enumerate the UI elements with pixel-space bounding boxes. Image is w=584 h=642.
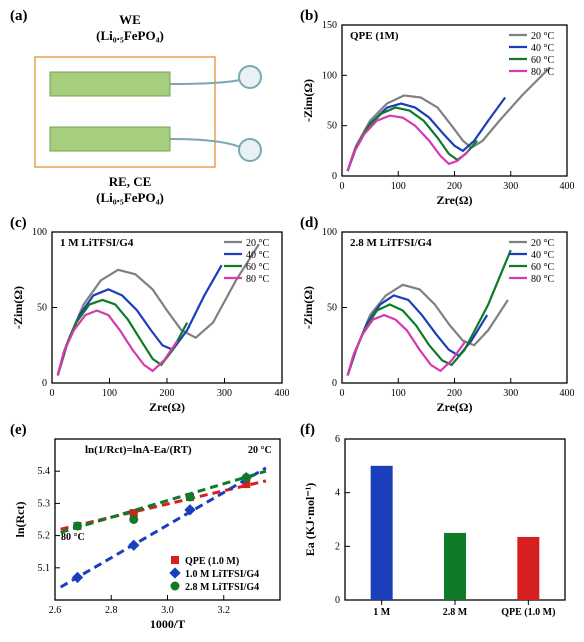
- rece-text: RE, CE: [109, 174, 152, 189]
- svg-text:ln(Rct): ln(Rct): [13, 502, 27, 538]
- svg-text:20 °C: 20 °C: [248, 445, 272, 456]
- svg-text:200: 200: [447, 181, 462, 192]
- we-material: (Li₀.₅FePO₄): [96, 28, 164, 43]
- svg-text:Ea (KJ·mol⁻¹): Ea (KJ·mol⁻¹): [303, 483, 317, 557]
- svg-text:50: 50: [327, 121, 337, 132]
- svg-text:-Zim(Ω): -Zim(Ω): [301, 286, 315, 329]
- svg-text:1 M LiTFSI/G4: 1 M LiTFSI/G4: [60, 237, 134, 249]
- svg-text:2.6: 2.6: [49, 605, 62, 616]
- svg-text:20 °C: 20 °C: [246, 238, 269, 249]
- panel-f: (f) 0246Ea (KJ·mol⁻¹)1 M2.8 MQPE (1.0 M): [300, 422, 575, 632]
- svg-text:2.8: 2.8: [105, 605, 118, 616]
- svg-text:QPE (1.0 M): QPE (1.0 M): [185, 556, 239, 567]
- svg-text:2: 2: [335, 541, 340, 552]
- svg-text:-Zim(Ω): -Zim(Ω): [301, 79, 315, 122]
- svg-text:2.8 M LiTFSI/G4: 2.8 M LiTFSI/G4: [185, 582, 259, 593]
- svg-text:300: 300: [503, 181, 518, 192]
- svg-text:300: 300: [503, 388, 518, 399]
- svg-text:0: 0: [340, 388, 345, 399]
- svg-text:1000/T: 1000/T: [150, 617, 185, 631]
- rece-label: RE, CE (Li₀.₅FePO₄): [60, 174, 200, 206]
- svg-text:40 °C: 40 °C: [531, 250, 554, 261]
- svg-text:300: 300: [217, 388, 232, 399]
- svg-text:100: 100: [391, 181, 406, 192]
- svg-text:200: 200: [160, 388, 175, 399]
- chart-b: 0 100 200 300 400 0 50 100 150 Zre(Ω) -Zim(Ω) QPE (…: [300, 13, 575, 208]
- svg-text:Zre(Ω): Zre(Ω): [436, 400, 472, 414]
- svg-text:60 °C: 60 °C: [246, 262, 269, 273]
- svg-text:2.8 M LiTFSI/G4: 2.8 M LiTFSI/G4: [350, 237, 432, 249]
- svg-text:0: 0: [340, 181, 345, 192]
- rece-material: (Li₀.₅FePO₄): [96, 190, 164, 205]
- svg-text:QPE (1.0 M): QPE (1.0 M): [501, 607, 555, 618]
- svg-text:3.0: 3.0: [161, 605, 174, 616]
- svg-text:0: 0: [332, 171, 337, 182]
- svg-text:1 M: 1 M: [373, 607, 391, 618]
- panel-e: (e) 2.62.83.03.25.15.25.35.41000/Tln(Rct…: [10, 422, 290, 632]
- svg-text:40 °C: 40 °C: [246, 250, 269, 261]
- svg-text:5.2: 5.2: [38, 531, 51, 542]
- svg-text:5.4: 5.4: [38, 466, 51, 477]
- chart-e: 2.6 2.8 3.0 3.2 5.1 5.2 5.3 5.4 1000/T ln(Rct) ln(…: [10, 427, 290, 632]
- svg-text:50: 50: [37, 303, 47, 314]
- svg-text:2.8 M: 2.8 M: [443, 607, 468, 618]
- svg-text:80 °C: 80 °C: [61, 532, 85, 543]
- svg-text:1.0 M LiTFSI/G4: 1.0 M LiTFSI/G4: [185, 569, 259, 580]
- svg-text:100: 100: [32, 227, 47, 238]
- panel-d: (d) 0100200300400050100Zre(Ω)-Zim(Ω)2.8 …: [300, 215, 575, 415]
- we-label: WE (Li₀.₅FePO₄): [60, 12, 200, 44]
- svg-text:200: 200: [447, 388, 462, 399]
- svg-text:0: 0: [50, 388, 55, 399]
- svg-text:80 °C: 80 °C: [246, 274, 269, 285]
- svg-text:100: 100: [322, 227, 337, 238]
- svg-text:400: 400: [560, 181, 575, 192]
- cell-diagram: [30, 52, 280, 172]
- svg-text:150: 150: [322, 20, 337, 31]
- we-text: WE: [119, 12, 141, 27]
- svg-text:Zre(Ω): Zre(Ω): [436, 193, 472, 207]
- panel-b: (b) 0100200300400050100150Zre(Ω)-Zim(Ω)Q…: [300, 8, 575, 208]
- svg-text:5.1: 5.1: [38, 563, 51, 574]
- svg-text:3.2: 3.2: [218, 605, 231, 616]
- svg-text:ln(1/Rct)=lnA-Ea/(RT): ln(1/Rct)=lnA-Ea/(RT): [85, 444, 192, 456]
- chart-d: 0 100 200 300 400 0 50 100 Zre(Ω) -Zim(Ω) 2.8 M Li…: [300, 220, 575, 415]
- svg-text:-Zim(Ω): -Zim(Ω): [11, 286, 25, 329]
- panel-a-label: (a): [10, 8, 28, 25]
- svg-text:20 °C: 20 °C: [531, 31, 554, 42]
- chart-c: 0 100 200 300 400 0 50 100 Zre(Ω) -Zim(Ω) 1 M LiTF…: [10, 220, 290, 415]
- svg-text:QPE (1M): QPE (1M): [350, 30, 399, 42]
- svg-text:100: 100: [391, 388, 406, 399]
- panel-c: (c) 0100200300400050100Zre(Ω)-Zim(Ω)1 M …: [10, 215, 290, 415]
- svg-text:50: 50: [327, 303, 337, 314]
- svg-text:60 °C: 60 °C: [531, 55, 554, 66]
- svg-text:Zre(Ω): Zre(Ω): [149, 400, 185, 414]
- svg-text:100: 100: [322, 70, 337, 81]
- svg-text:20 °C: 20 °C: [531, 238, 554, 249]
- svg-text:0: 0: [42, 378, 47, 389]
- svg-text:400: 400: [560, 388, 575, 399]
- svg-text:6: 6: [335, 434, 340, 445]
- svg-text:100: 100: [102, 388, 117, 399]
- svg-text:0: 0: [335, 595, 340, 606]
- svg-text:0: 0: [332, 378, 337, 389]
- svg-text:40 °C: 40 °C: [531, 43, 554, 54]
- svg-text:60 °C: 60 °C: [531, 262, 554, 273]
- svg-text:80 °C: 80 °C: [531, 67, 554, 78]
- svg-text:400: 400: [275, 388, 290, 399]
- panel-a: (a) WE (Li₀.₅FePO₄) RE, CE (Li₀.₅FePO₄): [10, 8, 290, 208]
- chart-f: 0 2 4 6 Ea (KJ·mol⁻¹) 1 M 2.8 M QPE (1.0 M): [300, 427, 575, 632]
- svg-text:5.3: 5.3: [38, 498, 51, 509]
- svg-text:4: 4: [335, 488, 340, 499]
- svg-text:80 °C: 80 °C: [531, 274, 554, 285]
